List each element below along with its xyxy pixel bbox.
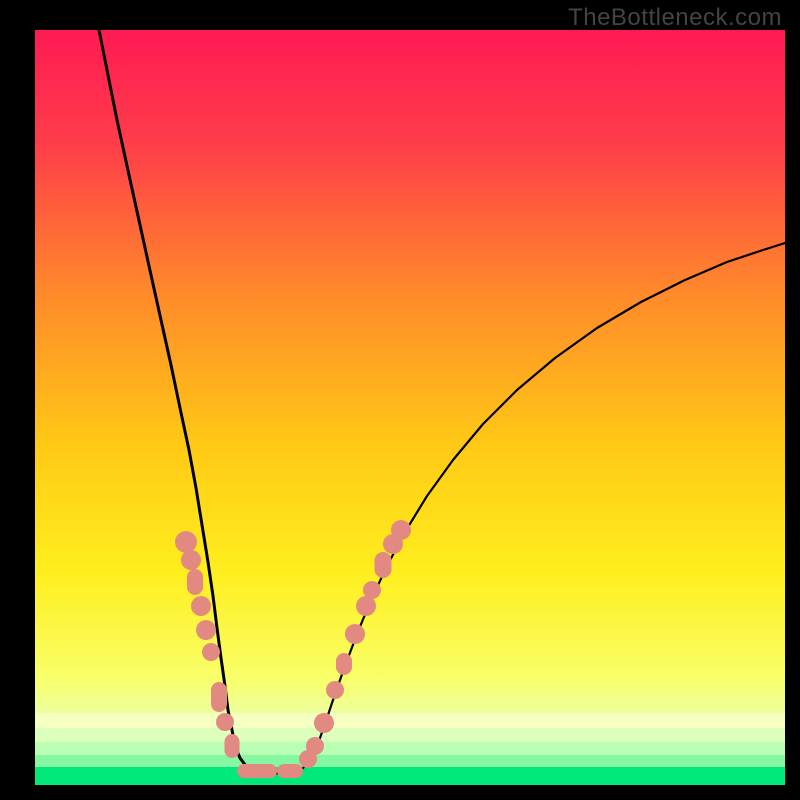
marker-point	[225, 734, 240, 758]
marker-point	[277, 764, 303, 778]
marker-point	[326, 681, 344, 699]
curve-left	[99, 30, 253, 770]
marker-point	[336, 653, 352, 675]
marker-point	[375, 552, 392, 578]
marker-point	[196, 620, 216, 640]
marker-point	[211, 682, 227, 712]
bottleneck-curves	[35, 30, 785, 785]
frame-left	[0, 0, 35, 800]
marker-point	[187, 569, 203, 595]
plot-area	[35, 30, 785, 785]
marker-point	[314, 713, 334, 733]
marker-point	[356, 596, 376, 616]
marker-point	[202, 643, 220, 661]
marker-point	[216, 713, 234, 731]
marker-point	[306, 737, 324, 755]
marker-point	[363, 581, 381, 599]
marker-point	[237, 764, 277, 778]
watermark-text: TheBottleneck.com	[568, 4, 782, 32]
frame-bottom	[0, 785, 800, 800]
curve-right	[301, 243, 785, 770]
chart-stage: TheBottleneck.com	[0, 0, 800, 800]
marker-point	[181, 550, 201, 570]
frame-right	[785, 0, 800, 800]
marker-point	[391, 520, 411, 540]
marker-point	[345, 624, 365, 644]
marker-point	[191, 596, 211, 616]
